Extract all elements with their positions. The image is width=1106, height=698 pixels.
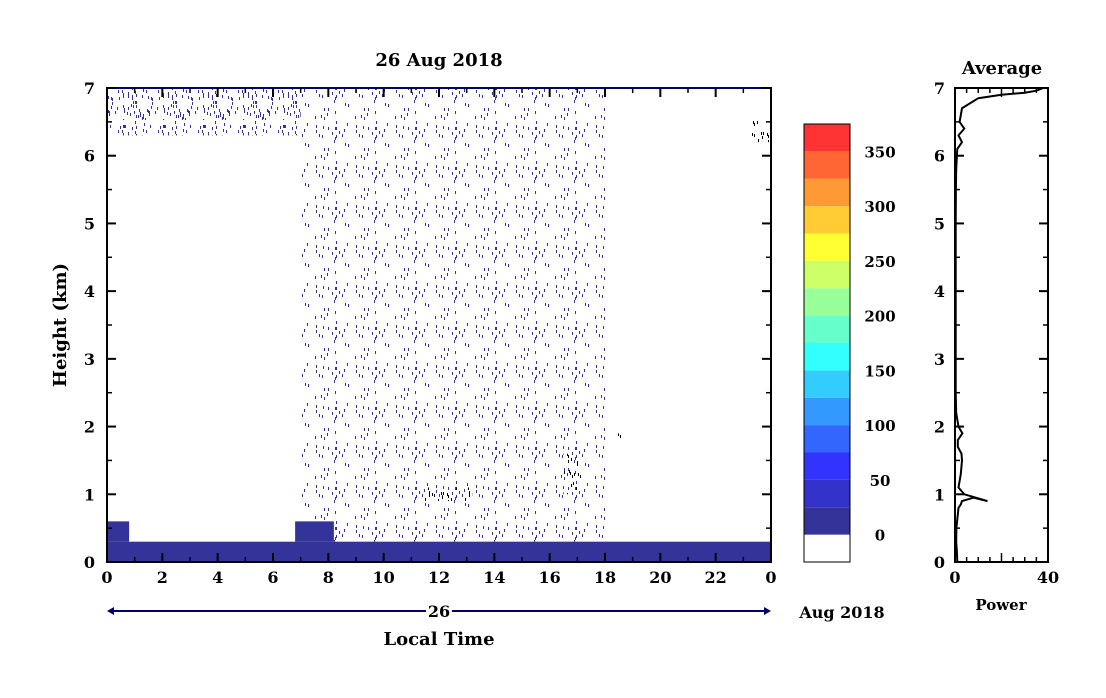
main-y-ticks: 0 1 2 3 4 5 6 7 <box>84 79 771 572</box>
x-tick-label: 10 <box>373 568 395 587</box>
colorbar-swatch <box>804 425 850 453</box>
profile-y-tick-label: 6 <box>934 147 945 166</box>
colorbar-swatch <box>804 178 850 207</box>
colorbar-swatch <box>804 479 850 508</box>
colorbar-tick-label: 150 <box>864 362 895 380</box>
colorbar-swatch <box>804 124 850 152</box>
date-axis-label-bg <box>426 601 452 621</box>
profile-title: Average <box>961 58 1042 79</box>
heatmap-region <box>419 487 473 502</box>
main-x-axis-label: Local Time <box>383 629 494 650</box>
y-tick-label: 3 <box>84 350 95 369</box>
profile-y-tick-label: 5 <box>934 214 945 233</box>
colorbar-swatch <box>804 315 850 343</box>
main-x-ticks: 0 2 4 6 8 10 12 14 16 18 20 22 0 <box>101 88 777 587</box>
y-tick-label: 7 <box>84 79 95 98</box>
colorbar-tick-label: 50 <box>870 472 891 490</box>
x-tick-label: 22 <box>705 568 727 587</box>
heatmap-cells <box>107 88 771 562</box>
colorbar-tick-label: 250 <box>864 253 895 271</box>
profile-x-axis-label: Power <box>975 596 1027 614</box>
x-tick-label: 8 <box>323 568 334 587</box>
heatmap-region <box>107 88 301 136</box>
y-tick-label: 4 <box>84 282 95 301</box>
colorbar-swatch <box>804 452 850 480</box>
heatmap-region <box>107 521 130 542</box>
colorbar-swatch <box>804 534 850 562</box>
colorbar-swatch <box>804 288 850 316</box>
x-tick-label: 20 <box>649 568 671 587</box>
x-tick-label: 0 <box>765 568 776 587</box>
colorbar-swatch <box>804 370 850 398</box>
y-tick-label: 1 <box>84 485 95 504</box>
profile-y-tick-label: 7 <box>934 79 945 98</box>
x-tick-label: 4 <box>212 568 223 587</box>
profile-y-tick-label: 0 <box>934 553 945 572</box>
date-axis-right-arrow <box>764 607 771 615</box>
colorbar-swatch <box>804 260 850 289</box>
main-title: 26 Aug 2018 <box>375 50 502 71</box>
colorbar-swatch <box>804 233 850 261</box>
y-tick-label: 6 <box>84 147 95 166</box>
profile-plot-frame <box>954 87 1049 563</box>
y-tick-label: 0 <box>84 553 95 572</box>
heatmap-region <box>563 453 583 495</box>
main-y-axis-label: Height (km) <box>50 263 71 387</box>
profile-y-tick-label: 1 <box>934 485 945 504</box>
colorbar-tick-label: 100 <box>864 417 895 435</box>
x-tick-label: 0 <box>101 568 112 587</box>
profile-series-line <box>954 87 1044 563</box>
colorbar-swatch <box>804 206 850 234</box>
profile-y-tick-label: 2 <box>934 418 945 437</box>
date-axis-left-arrow <box>107 607 114 615</box>
colorbar-swatch <box>804 507 850 535</box>
x-tick-label: 14 <box>483 568 505 587</box>
profile-ticks: 0 1 2 3 4 5 6 7 0 40 <box>934 79 1059 587</box>
x-tick-label: 16 <box>539 568 561 587</box>
heatmap-region <box>300 88 605 562</box>
colorbar-swatch <box>804 343 850 371</box>
profile-y-tick-label: 4 <box>934 282 945 301</box>
colorbar-tick-label: 350 <box>864 143 895 161</box>
date-axis-day-label: 26 <box>428 602 450 621</box>
colorbar-swatch <box>804 151 850 179</box>
colorbar-tick-label: 0 <box>875 527 885 545</box>
colorbar: 0 50 100 150 200 250 300 350 <box>803 123 896 563</box>
heatmap-region <box>751 115 771 143</box>
x-tick-label: 2 <box>157 568 168 587</box>
colorbar-tick-label: 200 <box>864 308 895 326</box>
profile-x-tick-label: 0 <box>949 568 960 587</box>
colorbar-frame <box>803 123 851 563</box>
heatmap-region <box>616 433 622 447</box>
x-tick-label: 18 <box>594 568 616 587</box>
profile-y-tick-label: 3 <box>934 350 945 369</box>
colorbar-swatch <box>804 397 850 426</box>
x-tick-label: 6 <box>267 568 278 587</box>
date-axis-month-label: Aug 2018 <box>798 603 884 622</box>
y-tick-label: 5 <box>84 214 95 233</box>
y-tick-label: 2 <box>84 418 95 437</box>
colorbar-tick-label: 300 <box>864 198 895 216</box>
profile-x-tick-label: 40 <box>1037 568 1059 587</box>
x-tick-label: 12 <box>428 568 450 587</box>
